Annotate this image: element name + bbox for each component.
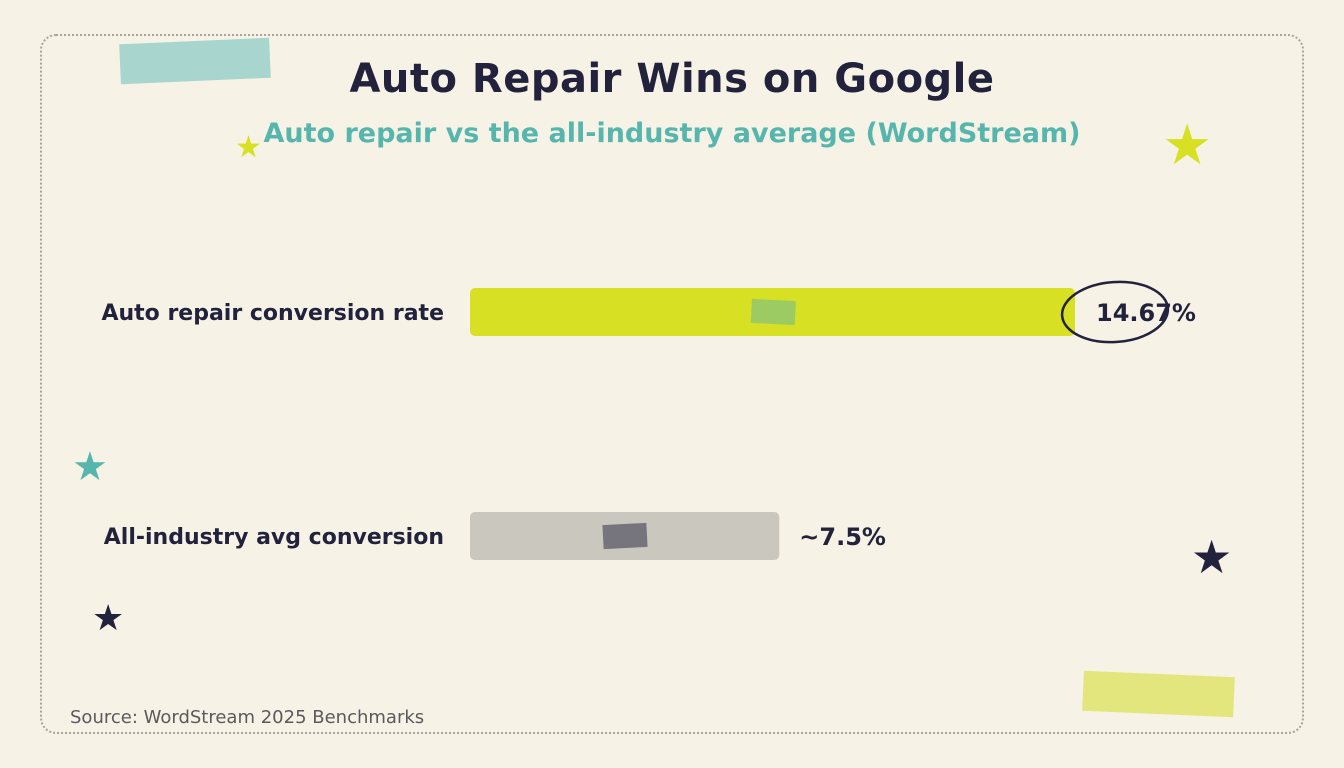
bar-value-label: 14.67%: [1096, 299, 1196, 327]
dotted-frame: [40, 34, 1304, 734]
star-lime-large-icon: ★: [1162, 113, 1213, 178]
chart-subtitle: Auto repair vs the all-industry average …: [263, 118, 1081, 149]
star-navy-small-icon: ★: [92, 598, 125, 639]
bar-category-label: Auto repair conversion rate: [101, 301, 444, 326]
source-note: Source: WordStream 2025 Benchmarks: [70, 707, 425, 728]
star-navy-large-icon: ★: [1191, 530, 1233, 584]
bar-category-label: All-industry avg conversion: [104, 525, 444, 550]
highlight-circle: [1060, 280, 1170, 344]
bar-value-label: ~7.5%: [799, 523, 886, 551]
bar-tape-decoration: [602, 522, 648, 550]
star-lime-small-icon: ★: [235, 130, 262, 165]
star-teal-icon: ★: [72, 444, 108, 490]
bar-tape-decoration: [750, 298, 796, 326]
chart-title: Auto Repair Wins on Google: [349, 56, 995, 102]
